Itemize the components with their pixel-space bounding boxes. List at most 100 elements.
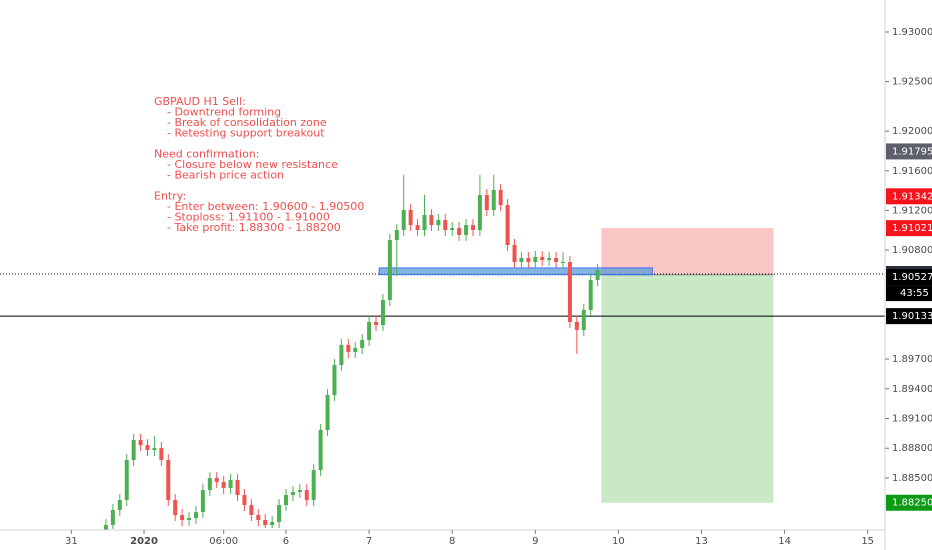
candle-body xyxy=(367,321,372,341)
x-tick-label: 7 xyxy=(366,536,372,547)
candle-body xyxy=(152,448,157,451)
candle-body xyxy=(166,460,171,500)
candle-body xyxy=(131,440,136,461)
candle-body xyxy=(505,205,510,245)
candle-body xyxy=(249,505,254,516)
candle-body xyxy=(263,519,268,526)
candle-body xyxy=(138,440,143,446)
candle-body xyxy=(180,515,185,520)
price-badge-label: 1.88250 xyxy=(892,498,932,509)
x-tick-label: 14 xyxy=(778,536,791,547)
candle-body xyxy=(256,515,261,520)
x-tick-label: 8 xyxy=(449,536,455,547)
candle-body xyxy=(339,344,344,365)
annotation-item: - Take profit: 1.88300 - 1.88200 xyxy=(167,221,341,234)
candle-body xyxy=(325,395,330,431)
candle-body xyxy=(207,478,212,491)
y-tick-label: 1.90800 xyxy=(892,245,932,256)
candle-body xyxy=(242,495,247,506)
candle-body xyxy=(103,525,108,530)
annotation-item: - Enter between: 1.90600 - 1.90500 xyxy=(167,200,364,213)
candle-body xyxy=(457,228,462,235)
candle-body xyxy=(110,509,115,526)
candle-body xyxy=(277,505,282,522)
candle-body xyxy=(283,495,288,506)
price-badge-label: 1.90133 xyxy=(892,311,932,322)
candle-body xyxy=(304,490,309,500)
candle-body xyxy=(595,270,600,281)
candle-body xyxy=(519,258,524,263)
y-tick-label: 1.93000 xyxy=(892,27,932,38)
candle-body xyxy=(498,189,503,206)
annotation-item: - Stoploss: 1.91100 - 1.91000 xyxy=(167,211,330,224)
candle-body xyxy=(270,521,275,526)
x-tick-label: 10 xyxy=(612,536,625,547)
y-tick-label: 1.89100 xyxy=(892,414,932,425)
candle-body xyxy=(408,209,413,226)
candle-body xyxy=(394,230,399,241)
annotation-item: - Bearish price action xyxy=(167,169,284,182)
candle-body xyxy=(401,209,406,231)
plot-area xyxy=(0,175,885,530)
y-tick-label: 1.89400 xyxy=(892,384,932,395)
annotation-item: - Retesting support breakout xyxy=(167,127,325,140)
candle-body xyxy=(574,321,579,331)
y-tick-label: 1.92500 xyxy=(892,77,932,88)
candle-body xyxy=(567,262,572,322)
candle-body xyxy=(429,215,434,226)
candle-body xyxy=(588,280,593,310)
x-tick-label: 06:00 xyxy=(209,536,238,547)
candle-body xyxy=(173,499,178,516)
stop-zone xyxy=(601,228,774,275)
candle-body xyxy=(235,480,240,496)
price-badge-label: 1.91021 xyxy=(892,223,932,234)
candle-body xyxy=(187,518,192,520)
x-tick-label: 31 xyxy=(65,536,78,547)
y-tick-label: 1.88500 xyxy=(892,473,932,484)
candle-body xyxy=(443,220,448,231)
candle-body xyxy=(145,445,150,451)
candle-body xyxy=(477,195,482,231)
candle-body xyxy=(380,299,385,326)
candle-body xyxy=(374,321,379,326)
candle-body xyxy=(297,490,302,493)
x-tick-label: 13 xyxy=(695,536,708,547)
x-tick-label: 2020 xyxy=(130,536,158,547)
candle-body xyxy=(318,430,323,471)
price-badge xyxy=(886,188,932,205)
candle-body xyxy=(581,309,586,331)
y-tick-label: 1.91200 xyxy=(892,205,932,216)
candle-body xyxy=(214,478,219,483)
x-tick-label: 15 xyxy=(861,536,874,547)
candle-body xyxy=(117,499,122,510)
candle-body xyxy=(332,364,337,396)
candle-body xyxy=(470,225,475,231)
price-badge xyxy=(886,143,932,160)
y-tick-label: 1.92000 xyxy=(892,126,932,137)
candle-body xyxy=(560,262,565,264)
candle-body xyxy=(533,256,538,263)
price-badge-label: 1.91342 xyxy=(892,191,932,202)
price-badge xyxy=(886,269,932,286)
annotation-heading: GBPAUD H1 Sell: xyxy=(154,95,246,108)
price-badge xyxy=(886,494,932,511)
candle-body xyxy=(353,348,358,353)
price-badge xyxy=(886,220,932,237)
candle-body xyxy=(554,258,559,263)
y-tick-label: 1.89700 xyxy=(892,354,932,365)
y-tick-label: 1.88800 xyxy=(892,443,932,454)
consolidation-zone xyxy=(378,267,653,276)
candle-body xyxy=(221,482,226,488)
candle-body xyxy=(512,244,517,263)
candle-body xyxy=(159,448,164,461)
candle-body xyxy=(346,344,351,353)
annotation-heading: Entry: xyxy=(154,190,186,203)
candle-body xyxy=(491,189,496,210)
price-badge-label: 1.91795 xyxy=(892,146,932,157)
candle-body xyxy=(387,240,392,300)
candle-body xyxy=(436,220,441,226)
annotation-item: - Downtrend forming xyxy=(167,106,281,119)
candle-body xyxy=(484,195,489,210)
